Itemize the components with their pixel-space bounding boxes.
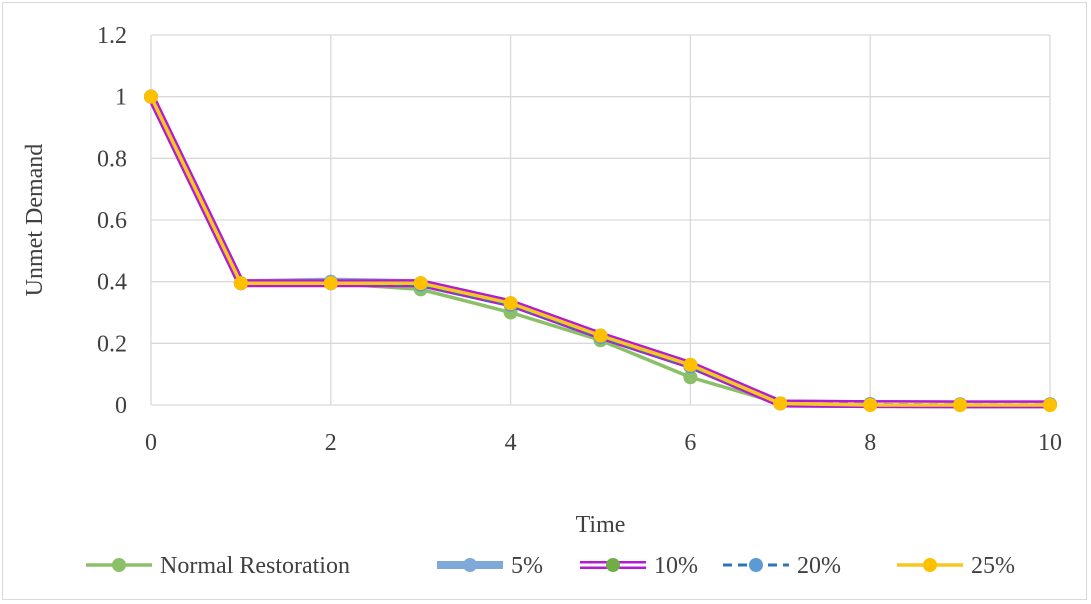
series-line: [147, 94, 1050, 409]
series-20-: [144, 89, 1057, 412]
data-point: [953, 398, 968, 412]
legend: Normal Restoration 5% 10% 20% 25%: [86, 553, 1015, 579]
data-point: [503, 296, 518, 311]
legend-label: 20%: [797, 553, 841, 579]
x-tick-label: 6: [684, 430, 696, 456]
data-point: [323, 276, 338, 291]
data-point: [593, 328, 608, 343]
legend-label: 10%: [654, 553, 698, 579]
legend-item: 25%: [897, 553, 1015, 579]
y-axis-title: Unmet Demand: [22, 144, 48, 297]
series-normal-restoration: [144, 89, 1057, 412]
y-axis-ticks: 0 0.2 0.4 0.6 0.8 1 1.2: [97, 23, 127, 419]
x-tick-label: 0: [145, 430, 157, 456]
series-10-: [144, 89, 1057, 412]
series-line: [149, 95, 1050, 407]
legend-label: Normal Restoration: [160, 553, 350, 579]
legend-swatch-marker: [112, 558, 126, 572]
data-point: [144, 89, 158, 104]
series-line: [149, 95, 1050, 407]
series-lines: [144, 89, 1057, 412]
series-25-: [144, 89, 1057, 412]
x-tick-label: 10: [1038, 430, 1062, 456]
x-tick-label: 4: [505, 430, 517, 456]
data-point: [773, 396, 788, 411]
legend-swatch-marker: [923, 558, 937, 572]
legend-item: Normal Restoration: [86, 553, 350, 579]
series-5-: [144, 89, 1057, 412]
x-tick-label: 8: [864, 430, 876, 456]
y-tick-label: 0.4: [97, 270, 127, 296]
data-point: [413, 276, 428, 291]
data-point: [1043, 398, 1057, 412]
series-line: [149, 96, 1050, 407]
y-tick-label: 0.6: [97, 208, 127, 234]
legend-swatch-marker: [749, 558, 763, 572]
data-point: [863, 398, 878, 412]
y-tick-label: 1.2: [97, 23, 127, 49]
series-line: [149, 96, 1050, 406]
legend-swatch-marker: [463, 558, 477, 572]
legend-swatch-marker: [606, 558, 620, 572]
x-tick-label: 2: [325, 430, 337, 456]
data-point: [683, 357, 698, 372]
x-axis-ticks: 0 2 4 6 8 10: [145, 430, 1062, 456]
legend-item: 5%: [437, 553, 543, 579]
series-line: [147, 94, 1050, 409]
y-tick-label: 0.2: [97, 331, 127, 357]
x-axis-title: Time: [576, 512, 626, 538]
data-point: [683, 370, 698, 385]
legend-label: 5%: [511, 553, 543, 579]
y-tick-label: 1: [115, 85, 127, 111]
y-tick-label: 0.8: [97, 146, 127, 172]
legend-label: 25%: [971, 553, 1015, 579]
y-tick-label: 0: [115, 393, 127, 419]
data-point: [233, 276, 248, 291]
grid: [150, 34, 1051, 406]
legend-item: 20%: [723, 553, 841, 579]
legend-item: 10%: [580, 553, 698, 579]
